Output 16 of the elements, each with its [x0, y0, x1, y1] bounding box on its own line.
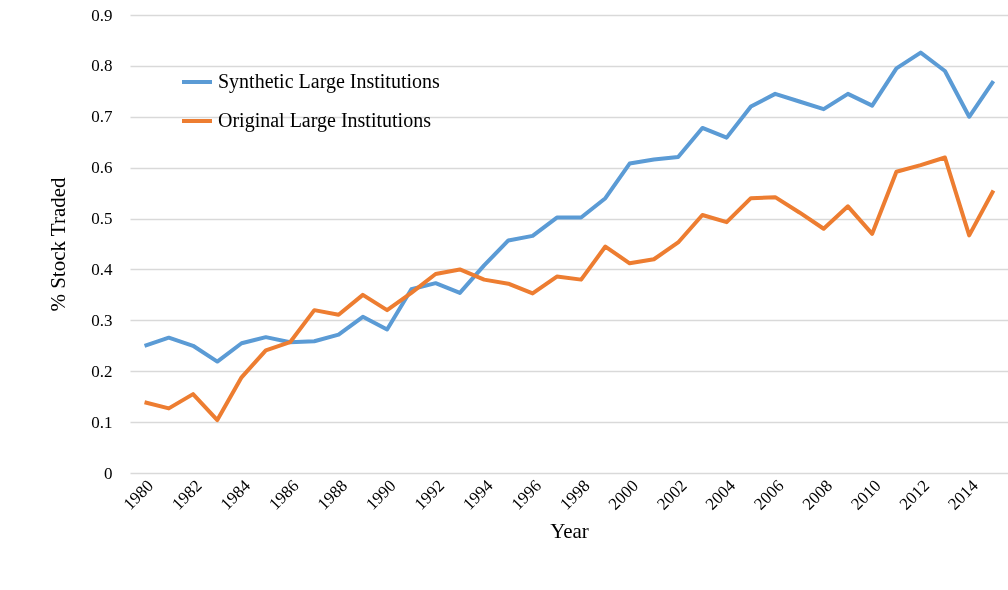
y-tick-label: 0.2: [91, 361, 113, 381]
y-tick-label: 0.7: [91, 107, 113, 127]
legend-label: Original Large Institutions: [218, 109, 432, 132]
y-tick-label: 0.8: [91, 56, 113, 76]
line-series: [142, 155, 996, 423]
y-axis-title: % Stock Traded: [46, 176, 71, 312]
y-tick-label: 0.9: [91, 5, 113, 25]
y-tick-label: 0: [104, 463, 113, 483]
x-axis-title: Year: [550, 518, 589, 543]
legend-label: Synthetic Large Institutions: [218, 70, 441, 93]
y-tick-label: 0.6: [91, 158, 113, 178]
line-series: [142, 50, 996, 364]
y-tick-label: 0.3: [91, 310, 113, 330]
y-tick-label: 0.1: [91, 412, 113, 432]
y-tick-label: 0.5: [91, 209, 113, 229]
y-tick-label: 0.4: [91, 259, 113, 279]
